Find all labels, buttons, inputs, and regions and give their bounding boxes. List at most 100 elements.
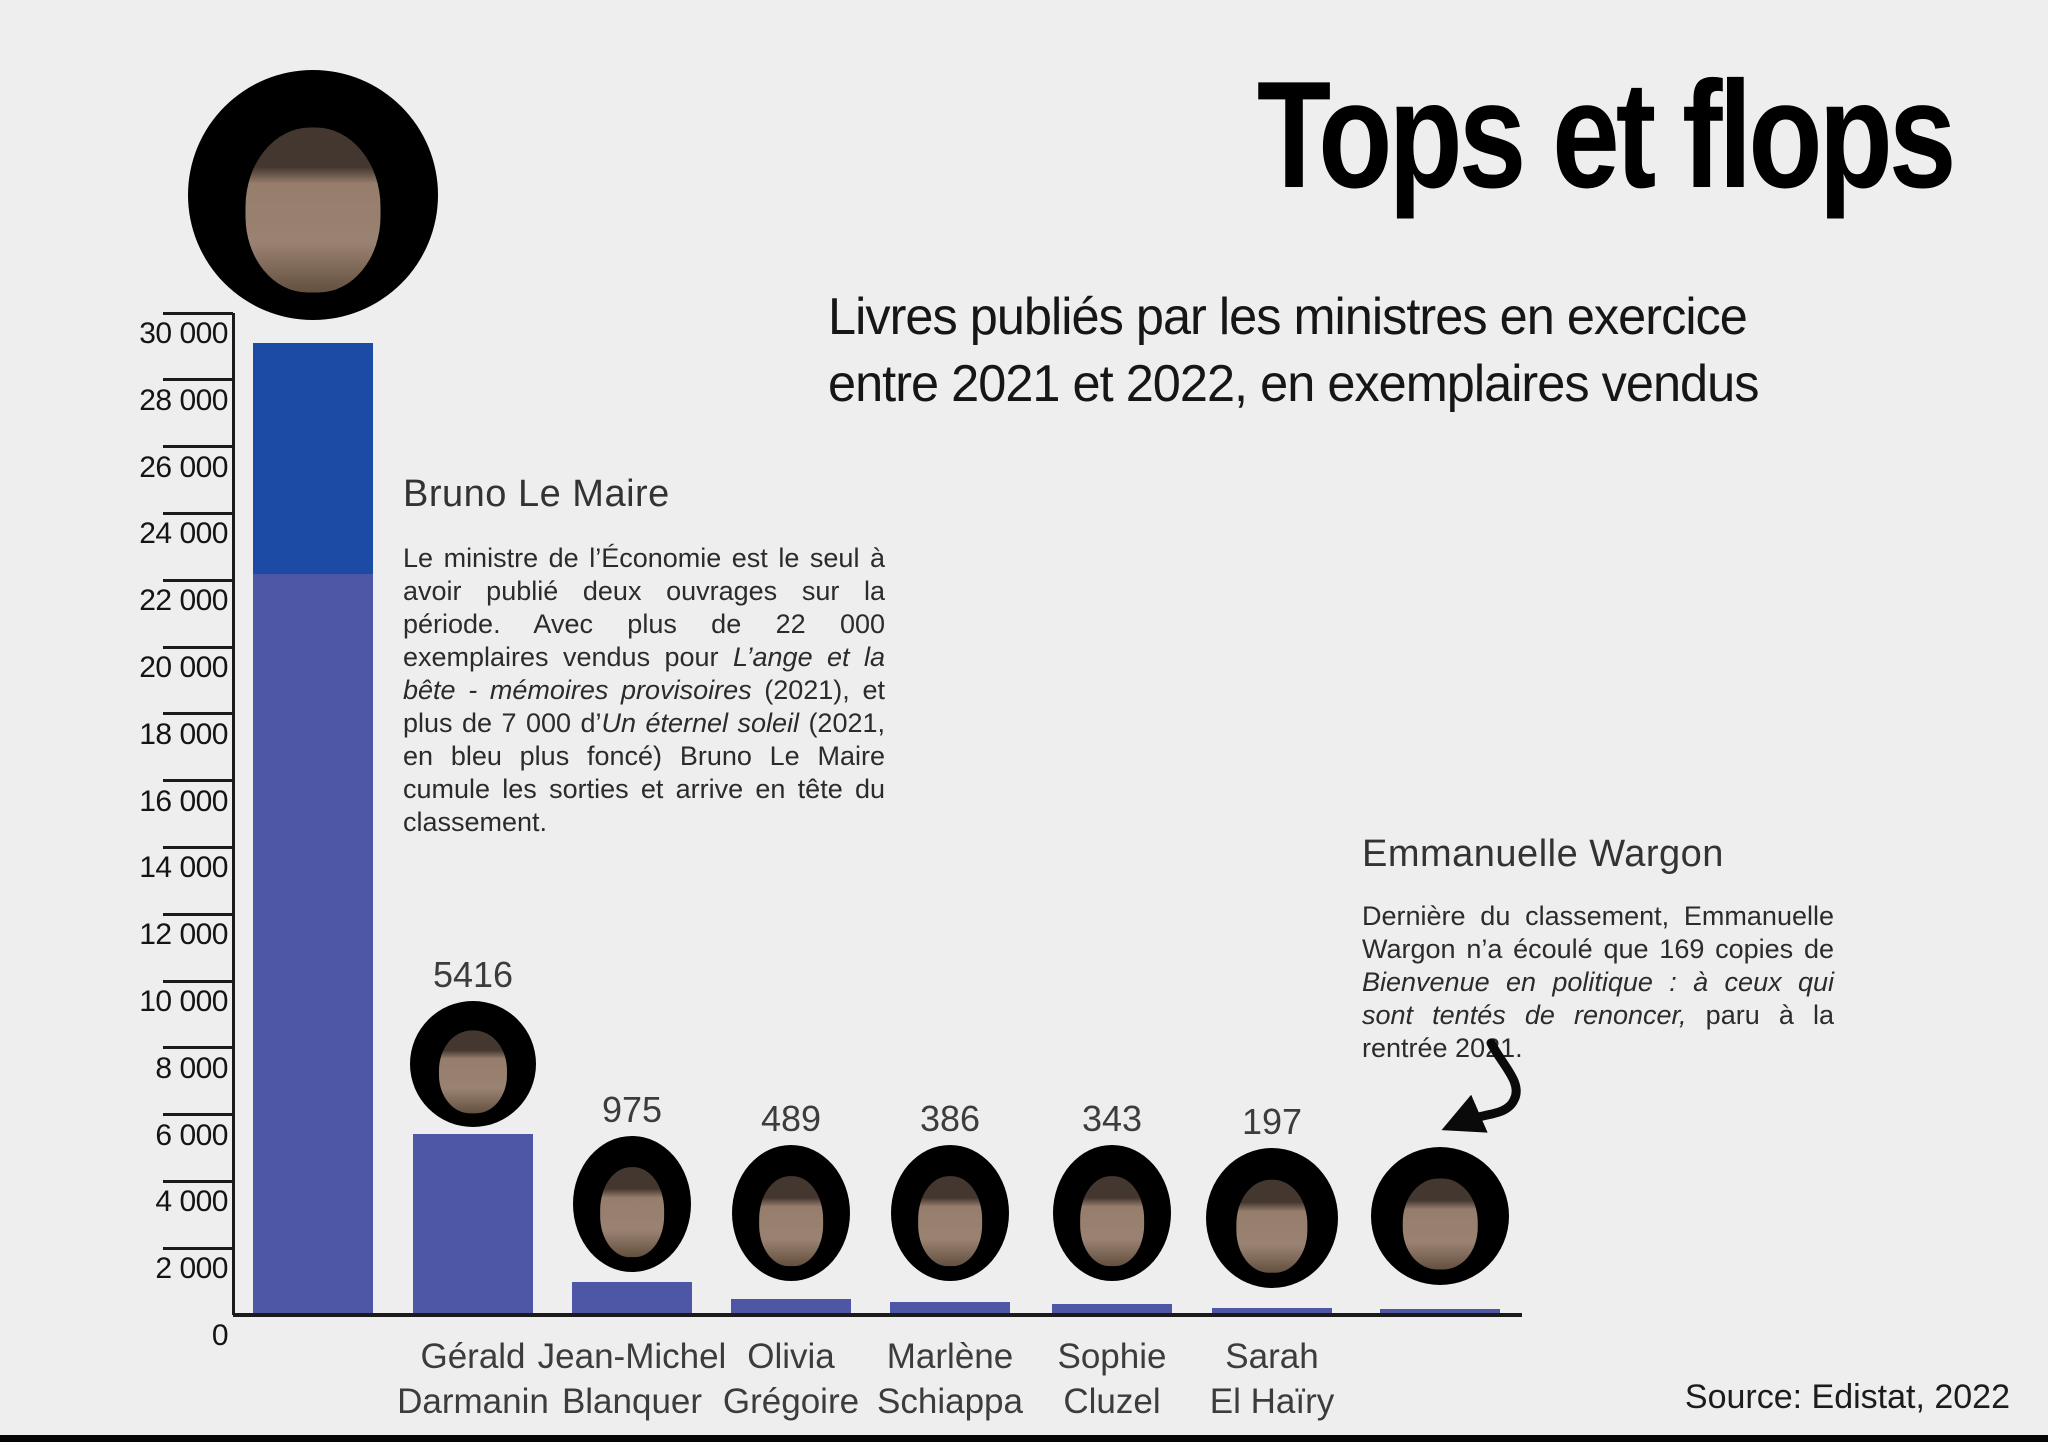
annotation-text: (2021, en bleu plus foncé) Bruno Le Mair… bbox=[403, 708, 885, 837]
category-label-line: Gérald bbox=[420, 1337, 526, 1376]
y-tick-line bbox=[163, 311, 233, 315]
category-label-line: Blanquer bbox=[561, 1382, 703, 1421]
y-tick-label: 2 000 bbox=[155, 1252, 228, 1286]
annotation-bruno-le-maire: Bruno Le Maire Le ministre de l’Économie… bbox=[403, 470, 885, 839]
bar-value-label: 197 bbox=[1241, 1101, 1303, 1142]
category-label-sarah-el-hairy: Sarah El Haïry bbox=[1152, 1334, 1392, 1424]
book-title-italic: L’ange et la bête - mémoires provisoires bbox=[403, 642, 886, 705]
minister-face-silhouette bbox=[759, 1176, 823, 1267]
y-tick-line bbox=[163, 779, 233, 783]
y-tick-line bbox=[163, 511, 233, 515]
source-credit: Source: Edistat, 2022 bbox=[1684, 1378, 2010, 1416]
y-tick-line bbox=[163, 1246, 233, 1250]
photo-gerald-darmanin bbox=[410, 1001, 536, 1127]
photo-sophie-cluzel bbox=[1053, 1145, 1171, 1281]
bar-jean-michel-blanquer-light bbox=[572, 1282, 692, 1315]
category-label-sophie-cluzel: Sophie Cluzel bbox=[992, 1334, 1232, 1424]
category-label-jean-michel-blanquer: Jean-Michel Blanquer bbox=[512, 1334, 752, 1424]
y-tick-line bbox=[163, 1046, 233, 1050]
bar-value-label: 386 bbox=[919, 1098, 981, 1139]
bar-value-label: 5416 bbox=[432, 954, 514, 995]
y-tick-line bbox=[163, 979, 233, 983]
photo-emmanuelle-wargon bbox=[1371, 1147, 1509, 1285]
annotation-text: Dernière du classement, Emmanuelle Wargo… bbox=[1362, 901, 1834, 964]
minister-face-silhouette bbox=[1236, 1180, 1308, 1273]
minister-face-silhouette bbox=[1080, 1176, 1144, 1267]
y-tick-label: 0 bbox=[211, 1319, 229, 1352]
annotation-body: Le ministre de l’Économie est le seul à … bbox=[403, 542, 885, 839]
y-axis bbox=[231, 313, 235, 1315]
category-label-line: Cluzel bbox=[1063, 1382, 1161, 1421]
y-tick-line bbox=[163, 1113, 233, 1117]
y-tick-label: 8 000 bbox=[155, 1051, 228, 1085]
main-title: Tops et flops bbox=[1256, 50, 1956, 220]
y-tick-label: 18 000 bbox=[139, 717, 228, 751]
bar-emmanuelle-wargon-light bbox=[1380, 1309, 1500, 1315]
y-tick-label: 22 000 bbox=[139, 584, 228, 618]
photo-sarah-el-hairy bbox=[1206, 1148, 1338, 1288]
category-label-line: Marlène bbox=[886, 1337, 1014, 1376]
x-axis bbox=[233, 1313, 1522, 1317]
bar-value-label: 975 bbox=[601, 1089, 663, 1130]
photo-bruno-le-maire bbox=[188, 70, 438, 320]
annotation-heading: Emmanuelle Wargon bbox=[1362, 833, 1724, 875]
y-tick-label: 16 000 bbox=[139, 784, 228, 818]
bar-bruno-le-maire-dark bbox=[253, 343, 373, 574]
y-tick-label: 30 000 bbox=[139, 317, 228, 350]
annotation-emmanuelle-wargon: Emmanuelle Wargon Dernière du classement… bbox=[1362, 830, 1834, 1065]
category-label-marlene-schiappa: Marlène Schiappa bbox=[830, 1334, 1070, 1424]
annotation-text: (2021), et plus de 7 000 d’ bbox=[403, 675, 885, 738]
photo-marlene-schiappa bbox=[891, 1145, 1009, 1281]
bottom-border bbox=[0, 1435, 2048, 1442]
annotation-body: Dernière du classement, Emmanuelle Wargo… bbox=[1362, 900, 1834, 1065]
bar-sophie-cluzel-light bbox=[1052, 1303, 1172, 1315]
category-label-line: Jean-Michel bbox=[537, 1337, 727, 1376]
bar-sarah-el-hairy-light bbox=[1212, 1308, 1332, 1315]
y-tick-label: 6 000 bbox=[155, 1118, 228, 1152]
book-title-italic: Un éternel soleil bbox=[601, 708, 799, 738]
annotation-heading: Bruno Le Maire bbox=[403, 473, 670, 515]
category-label-line: El Haïry bbox=[1209, 1382, 1335, 1421]
y-tick-line bbox=[163, 378, 233, 382]
category-label-line: Schiappa bbox=[877, 1382, 1023, 1421]
y-tick-label: 28 000 bbox=[139, 383, 228, 417]
category-label-line: Darmanin bbox=[397, 1382, 549, 1421]
bar-bruno-le-maire-light bbox=[253, 573, 373, 1315]
subtitle-line-1: Livres publiés par les ministres en exer… bbox=[828, 288, 1748, 346]
y-tick-label: 14 000 bbox=[139, 851, 228, 885]
y-tick-label: 26 000 bbox=[139, 450, 228, 484]
category-label-line: Olivia bbox=[747, 1337, 835, 1376]
minister-face-silhouette bbox=[600, 1167, 664, 1258]
bar-olivia-gregoire-light bbox=[731, 1298, 851, 1315]
y-tick-line bbox=[163, 912, 233, 916]
y-tick-label: 24 000 bbox=[139, 517, 228, 551]
y-tick-label: 10 000 bbox=[139, 985, 228, 1018]
book-title-italic: Bienvenue en politique : à ceux qui sont… bbox=[1362, 967, 1834, 1030]
y-tick-label: 20 000 bbox=[139, 651, 228, 684]
minister-face-silhouette bbox=[918, 1176, 982, 1267]
y-tick-line bbox=[163, 845, 233, 849]
category-label-line: Sophie bbox=[1057, 1337, 1167, 1376]
y-tick-line bbox=[163, 1179, 233, 1183]
y-tick-label: 12 000 bbox=[139, 918, 228, 952]
minister-face-silhouette bbox=[438, 1029, 508, 1114]
photo-olivia-gregoire bbox=[732, 1145, 850, 1281]
y-tick-line bbox=[163, 445, 233, 449]
category-label-line: Sarah bbox=[1225, 1337, 1319, 1376]
subtitle-line-2: entre 2021 et 2022, en exemplaires vendu… bbox=[828, 355, 1759, 413]
subtitle: Livres publiés par les ministres en exer… bbox=[828, 284, 1759, 418]
category-label-line: Grégoire bbox=[722, 1382, 860, 1421]
category-label-gerald-darmanin: Gérald Darmanin bbox=[353, 1334, 593, 1424]
minister-face-silhouette bbox=[1402, 1178, 1478, 1270]
bar-marlene-schiappa-light bbox=[890, 1302, 1010, 1315]
bar-value-label: 489 bbox=[760, 1098, 822, 1139]
y-tick-line bbox=[163, 578, 233, 582]
category-label-olivia-gregoire: Olivia Grégoire bbox=[671, 1334, 911, 1424]
y-tick-line bbox=[163, 645, 233, 649]
photo-jean-michel-blanquer bbox=[573, 1136, 691, 1272]
bar-value-label: 343 bbox=[1081, 1098, 1143, 1139]
annotation-text: Le ministre de l’Économie est le seul à … bbox=[403, 543, 885, 672]
bar-gerald-darmanin-light bbox=[413, 1134, 533, 1315]
minister-face-silhouette bbox=[245, 127, 381, 293]
